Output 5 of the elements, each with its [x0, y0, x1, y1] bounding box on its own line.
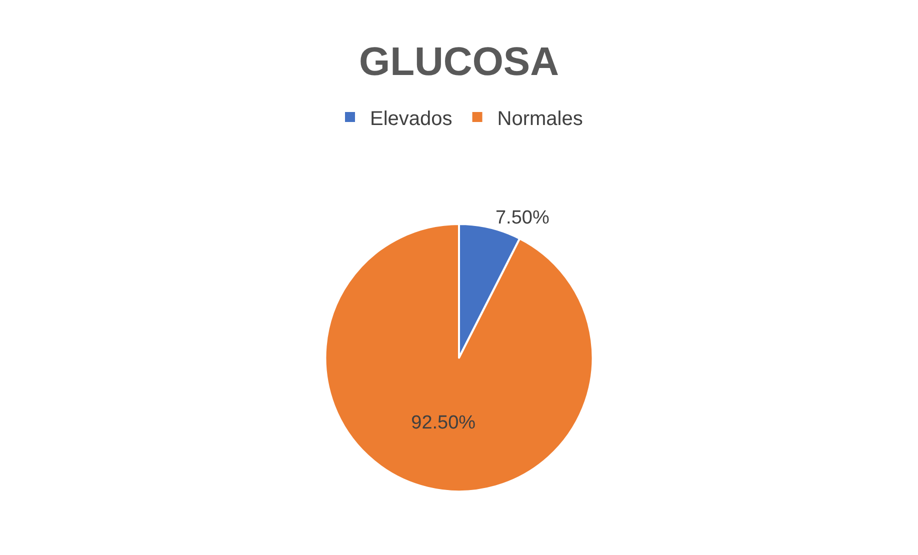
chart-title: GLUCOSA	[359, 40, 559, 84]
data-label: 92.50%	[411, 412, 476, 434]
data-label: 7.50%	[495, 207, 550, 228]
legend-label: Normales	[497, 108, 583, 130]
legend-label: Elevados	[370, 108, 452, 130]
